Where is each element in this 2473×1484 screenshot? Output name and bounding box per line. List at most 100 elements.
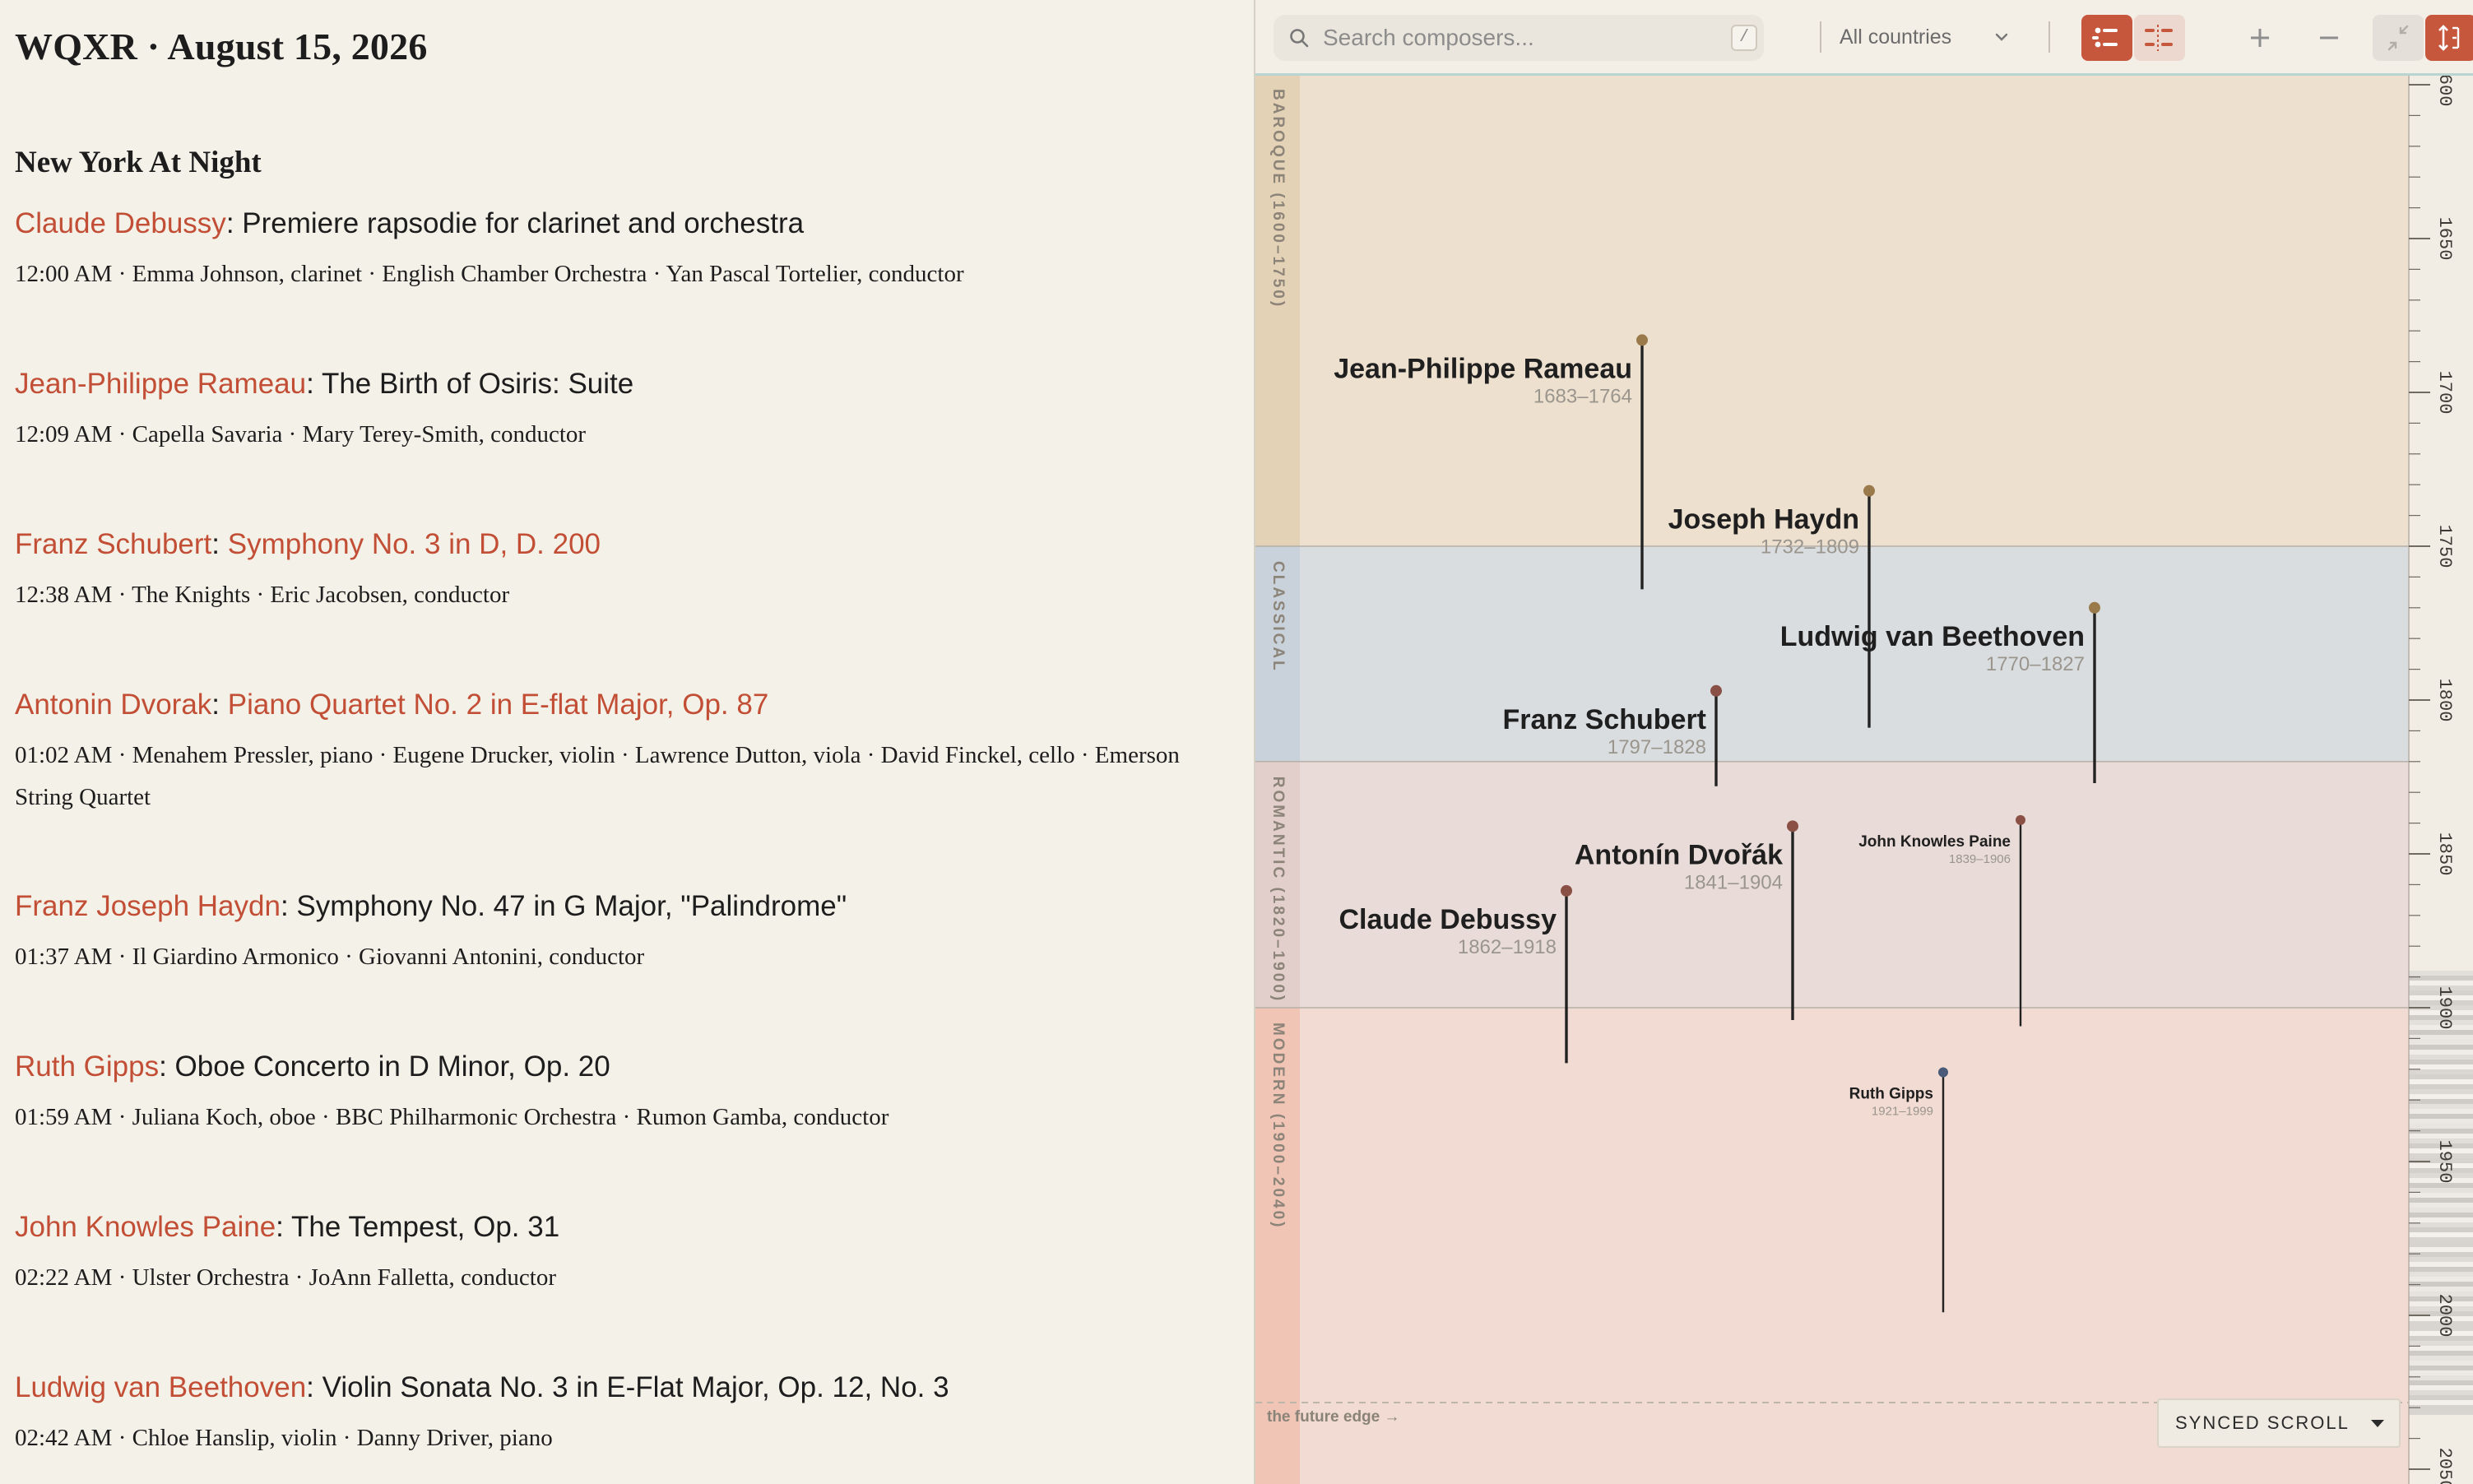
timeline-toolbar: / All countries [1255,0,2473,76]
meta-separator: · [112,1104,132,1130]
density-stripe [2409,1060,2473,1064]
collapse-button[interactable] [2373,15,2424,61]
year-tick-label: 1850 [2434,832,2455,876]
track-title: Jean-Philippe Rameau: The Birth of Osiri… [15,366,1241,402]
composer-birth-dot[interactable] [2016,814,2025,825]
composer-link[interactable]: Ruth Gipps [15,1050,160,1083]
density-stripe [2409,1099,2473,1104]
density-stripe [2409,1079,2473,1084]
composer-dates: 1839–1906 [1949,852,2011,866]
composer-name[interactable]: Joseph Haydn [1668,504,1859,536]
country-select[interactable]: All countries [1840,18,2021,56]
composer-name[interactable]: Ruth Gipps [1849,1086,1933,1103]
density-stripe [2409,1361,2473,1366]
composer-birth-dot[interactable] [1863,485,1875,497]
title-separator: : [225,207,243,239]
composer-link[interactable]: John Knowles Paine [15,1211,276,1243]
title-separator: : [306,1371,322,1403]
track-item: Antonin Dvorak: Piano Quartet No. 2 in E… [15,687,1241,819]
future-edge-label: the future edge → [1267,1408,1400,1426]
density-stripe [2409,1193,2473,1198]
composer-link[interactable]: Jean-Philippe Rameau [15,368,307,400]
composer-birth-dot[interactable] [1710,684,1722,697]
density-stripe [2409,1208,2473,1213]
density-stripe [2409,1163,2473,1168]
density-stripe [2409,1010,2473,1015]
composer-dates: 1841–1904 [1684,871,1783,893]
density-stripe [2409,1296,2473,1301]
density-stripe [2409,1203,2473,1208]
track-performers: Ulster Orchestra · JoAnn Falletta, condu… [132,1264,557,1291]
track-title: Ruth Gipps: Oboe Concerto in D Minor, Op… [15,1049,1241,1085]
composer-name[interactable]: Franz Schubert [1503,704,1706,735]
track-performers: Il Giardino Armonico · Giovanni Antonini… [132,944,645,970]
density-stripe [2409,1370,2473,1375]
density-stripe [2409,1094,2473,1099]
title-separator: : [280,890,297,922]
density-stripe [2409,1262,2473,1267]
composer-name[interactable]: John Knowles Paine [1858,833,2011,851]
list-view-icon [2092,27,2118,48]
meta-separator: · [112,261,132,287]
density-stripe [2409,1331,2473,1336]
composer-dates: 1862–1918 [1458,936,1557,958]
track-item: Jean-Philippe Rameau: The Birth of Osiri… [15,366,1241,456]
density-stripe [2409,1074,2473,1079]
density-stripe [2409,1405,2473,1410]
track-performers: Emma Johnson, clarinet · English Chamber… [132,261,964,287]
vertical-expand-button[interactable] [2425,15,2473,61]
density-stripe [2409,1321,2473,1326]
density-stripe [2409,1277,2473,1282]
split-view-button[interactable] [2134,15,2185,61]
composer-link[interactable]: Franz Joseph Haydn [15,890,281,922]
density-stripe [2409,1232,2473,1237]
composer-birth-dot[interactable] [1636,334,1648,346]
era-label: MODERN (1900–2040) [1269,1023,1287,1229]
list-view-button[interactable] [2081,15,2132,61]
track-time: 02:22 AM [15,1264,113,1291]
track-meta: 01:59 AM · Juliana Koch, oboe · BBC Phil… [15,1097,1241,1139]
track-time: 02:42 AM [15,1425,113,1451]
search-input[interactable] [1323,21,1701,54]
density-stripe [2409,1124,2473,1129]
meta-separator: · [112,421,132,448]
composer-name[interactable]: Jean-Philippe Rameau [1334,353,1632,384]
search-box[interactable]: / [1274,15,1764,61]
synced-scroll-dropdown[interactable]: SYNCED SCROLL [2157,1398,2401,1448]
density-stripe [2409,1045,2473,1050]
density-stripe [2409,1213,2473,1217]
density-stripe [2409,976,2473,981]
density-stripe [2409,1316,2473,1321]
composer-timeline-pane[interactable]: BAROQUE (1600–1750) CLASSICAL ROMANTIC (18… [1254,0,2473,1484]
timeline-canvas[interactable]: BAROQUE (1600–1750) CLASSICAL ROMANTIC (18… [1255,0,2473,1484]
density-stripe [2409,1158,2473,1163]
density-stripe [2409,1217,2473,1222]
track-performers: The Knights · Eric Jacobsen, conductor [132,582,510,608]
density-stripe [2409,1015,2473,1020]
density-stripe [2409,1104,2473,1109]
zoom-out-button[interactable] [2304,15,2355,61]
density-stripe [2409,1366,2473,1370]
density-stripe [2409,971,2473,976]
density-stripe [2409,1084,2473,1089]
composer-name[interactable]: Ludwig van Beethoven [1780,621,2085,652]
composer-link[interactable]: Ludwig van Beethoven [15,1371,307,1403]
composer-birth-dot[interactable] [1787,820,1798,832]
composer-birth-dot[interactable] [2089,601,2100,614]
composer-link[interactable]: Claude Debussy [15,207,226,239]
era-band [1255,74,2409,546]
composer-name[interactable]: Claude Debussy [1339,904,1557,935]
composer-name[interactable]: Antonín Dvořák [1575,839,1783,870]
playlist-pane[interactable]: WQXR · August 15, 2026 New York At Night… [0,0,1254,1484]
composer-birth-dot[interactable] [1561,884,1572,897]
track-performers: Juliana Koch, oboe · BBC Philharmonic Or… [132,1104,889,1130]
density-stripe [2409,1341,2473,1346]
composer-link[interactable]: Antonin Dvorak [15,689,212,721]
composer-link[interactable]: Franz Schubert [15,528,212,560]
work-link[interactable]: Piano Quartet No. 2 in E-flat Major, Op.… [227,689,769,721]
composer-birth-dot[interactable] [1938,1067,1948,1078]
zoom-in-button[interactable] [2234,15,2285,61]
density-stripe [2409,1380,2473,1385]
track-meta: 12:38 AM · The Knights · Eric Jacobsen, … [15,574,1241,616]
work-link[interactable]: Symphony No. 3 in D, D. 200 [227,528,601,560]
